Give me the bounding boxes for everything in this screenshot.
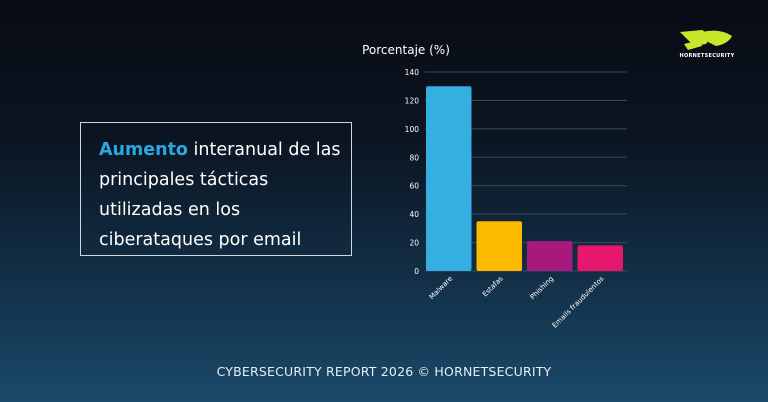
- hornetsecurity-logo: HORNETSECURITY: [672, 26, 742, 60]
- y-tick-label: 20: [409, 239, 419, 248]
- title-highlight: Aumento: [99, 140, 188, 160]
- y-tick-label: 140: [405, 68, 420, 77]
- title-box: Aumento interanual de las principales tá…: [80, 122, 352, 256]
- y-tick-label: 80: [409, 153, 419, 162]
- title-text: interanual de las principales tácticas u…: [99, 140, 341, 250]
- x-tick-label: Phishing: [529, 275, 556, 302]
- logo-text: HORNETSECURITY: [679, 53, 735, 59]
- y-tick-label: 0: [414, 267, 419, 276]
- bar-estafas: [476, 221, 522, 271]
- x-tick-label: Estafas: [481, 275, 505, 299]
- x-tick-label: Emails fraudulentos: [551, 275, 606, 330]
- bar-emails-fraudulentos: [577, 245, 623, 271]
- hornet-icon: [680, 30, 732, 50]
- y-axis-label: Porcentaje (%): [362, 43, 450, 57]
- y-tick-label: 40: [409, 210, 419, 219]
- footer-text: CYBERSECURITY REPORT 2026 © HORNETSECURI…: [216, 364, 552, 379]
- x-tick-label: Malware: [428, 275, 454, 301]
- bar-malware: [426, 86, 472, 271]
- bar-phishing: [527, 241, 573, 271]
- y-tick-label: 100: [405, 125, 420, 134]
- y-tick-label: 60: [409, 182, 419, 191]
- y-tick-label: 120: [405, 96, 420, 105]
